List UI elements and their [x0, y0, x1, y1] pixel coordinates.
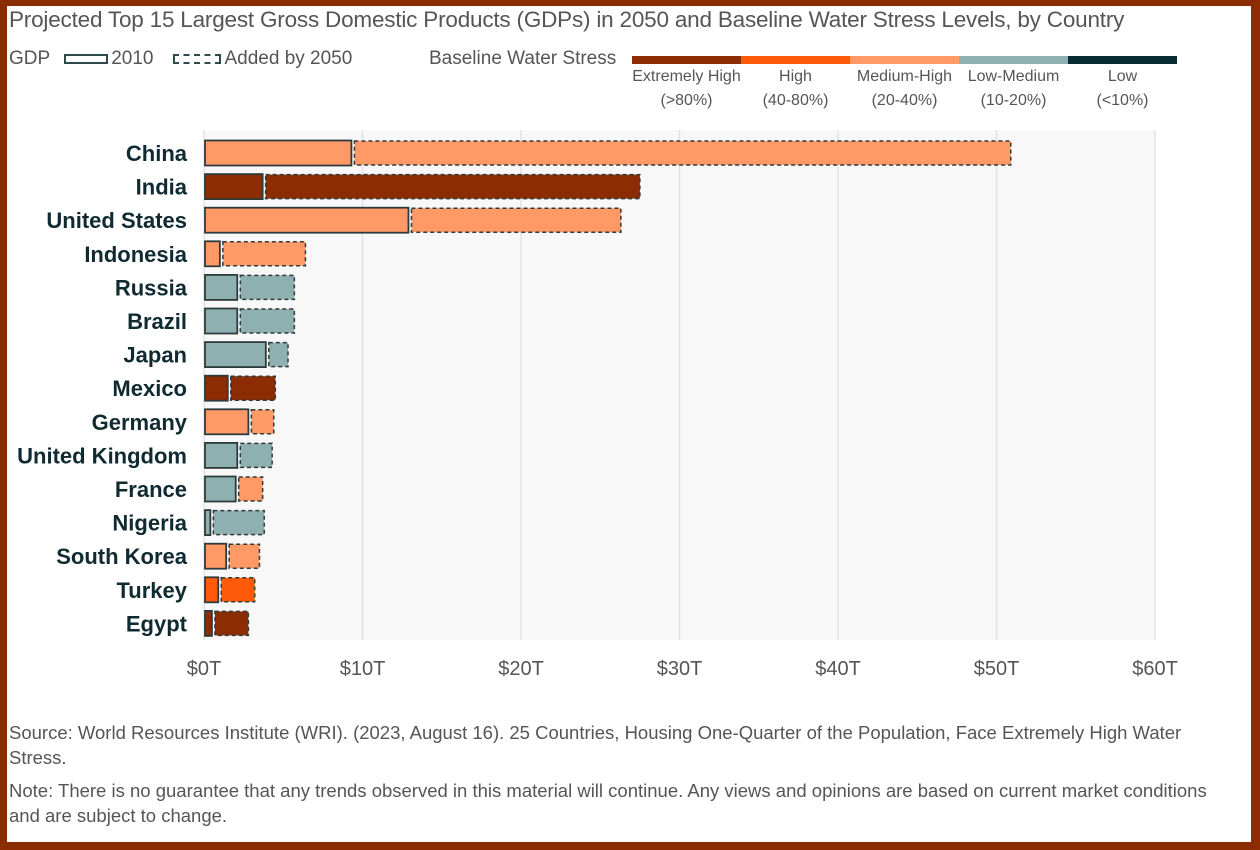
y-category-label: Nigeria	[112, 511, 187, 536]
bar-added-by-2050	[228, 543, 261, 569]
water-stress-level: Low (<10%)	[1068, 56, 1177, 112]
bar-2010	[204, 610, 213, 637]
x-tick-label: $50T	[974, 658, 1020, 680]
water-stress-swatch	[1068, 56, 1177, 64]
water-stress-range: (40-80%)	[762, 92, 829, 109]
y-category-label: India	[136, 175, 188, 200]
y-category-label: Mexico	[112, 376, 187, 401]
bar-chart: $0T $10T $20T $30T $40T $50T $60T China India Uni…	[17, 130, 1178, 680]
disclaimer-note: Note: There is no guarantee that any tre…	[9, 780, 1207, 826]
water-stress-swatch	[850, 56, 959, 64]
y-category-label: Germany	[92, 410, 188, 435]
bar-2010	[204, 341, 267, 369]
water-stress-name: Low	[1107, 68, 1138, 85]
bar-2010	[204, 206, 410, 234]
water-stress-level: Extremely High (>80%)	[632, 56, 741, 112]
bar-added-by-2050	[268, 341, 289, 368]
water-stress-range: (20-40%)	[871, 92, 938, 109]
x-tick-label: $0T	[187, 658, 221, 680]
bar-2010	[204, 240, 221, 268]
y-category-label: France	[115, 477, 187, 502]
water-stress-name: Low-Medium	[967, 68, 1060, 85]
y-category-label: United States	[46, 208, 187, 233]
bar-2010	[204, 139, 353, 167]
y-category-label: China	[126, 141, 188, 166]
bar-2010	[204, 509, 212, 537]
source-note: Source: World Resources Institute (WRI).…	[9, 722, 1182, 768]
bar-2010	[204, 374, 229, 402]
bar-2010	[204, 307, 239, 335]
x-tick-label: $30T	[657, 658, 703, 680]
bar-2010	[204, 576, 220, 604]
chart-title: Projected Top 15 Largest Gross Domestic …	[9, 7, 1125, 32]
water-stress-swatch	[632, 56, 741, 64]
y-category-label: Turkey	[116, 578, 187, 603]
y-category-label: Japan	[123, 343, 187, 368]
bar-added-by-2050	[264, 173, 641, 200]
bar-2010	[204, 173, 264, 201]
x-tick-label: $40T	[815, 658, 861, 680]
bar-added-by-2050	[230, 375, 277, 401]
water-stress-name: Extremely High	[632, 68, 741, 85]
y-category-label: Egypt	[126, 611, 188, 636]
water-stress-level: Low-Medium (10-20%)	[959, 56, 1068, 112]
y-category-label: United Kingdom	[17, 443, 187, 468]
legend-label-2010: 2010	[111, 48, 154, 69]
bar-2010	[204, 542, 228, 570]
bar-added-by-2050	[239, 442, 273, 469]
bar-2010	[204, 475, 237, 503]
x-tick-label: $20T	[498, 658, 544, 680]
bar-added-by-2050	[220, 577, 256, 603]
water-stress-range: (>80%)	[660, 92, 713, 109]
bar-added-by-2050	[237, 476, 264, 502]
bar-2010	[204, 441, 239, 469]
water-stress-swatch	[741, 56, 850, 64]
y-category-label: South Korea	[56, 544, 188, 569]
bar-added-by-2050	[239, 308, 296, 334]
bar-2010	[204, 273, 239, 301]
water-stress-name: Medium-High	[856, 68, 953, 85]
bar-added-by-2050	[250, 409, 275, 435]
x-tick-label: $60T	[1132, 658, 1178, 680]
legend-swatch-added	[173, 54, 222, 64]
bar-added-by-2050	[410, 207, 622, 233]
water-stress-scale: Extremely High (>80%) High (40-80%) Medi…	[632, 56, 1177, 112]
bar-added-by-2050	[222, 241, 307, 267]
water-stress-range: (10-20%)	[980, 92, 1047, 109]
water-stress-swatch	[959, 56, 1068, 64]
bar-2010	[204, 408, 250, 436]
water-stress-level: Medium-High (20-40%)	[850, 56, 959, 112]
x-tick-label: $10T	[340, 658, 386, 680]
y-category-label: Russia	[115, 275, 188, 300]
gdp-legend: GDP 2010 Added by 2050	[9, 48, 352, 70]
y-category-label: Indonesia	[84, 242, 187, 267]
legend-label-added: Added by 2050	[224, 48, 353, 69]
bar-added-by-2050	[214, 610, 250, 637]
gdp-legend-label: GDP	[9, 48, 51, 69]
legend-swatch-2010	[64, 54, 109, 64]
bar-added-by-2050	[353, 140, 1012, 166]
water-stress-range: (<10%)	[1096, 92, 1149, 109]
y-category-label: Brazil	[127, 309, 187, 334]
water-stress-name: High	[779, 68, 812, 85]
water-stress-level: High (40-80%)	[741, 56, 850, 112]
bar-added-by-2050	[239, 274, 296, 301]
bar-added-by-2050	[212, 509, 265, 536]
water-stress-legend-label: Baseline Water Stress	[429, 48, 617, 69]
